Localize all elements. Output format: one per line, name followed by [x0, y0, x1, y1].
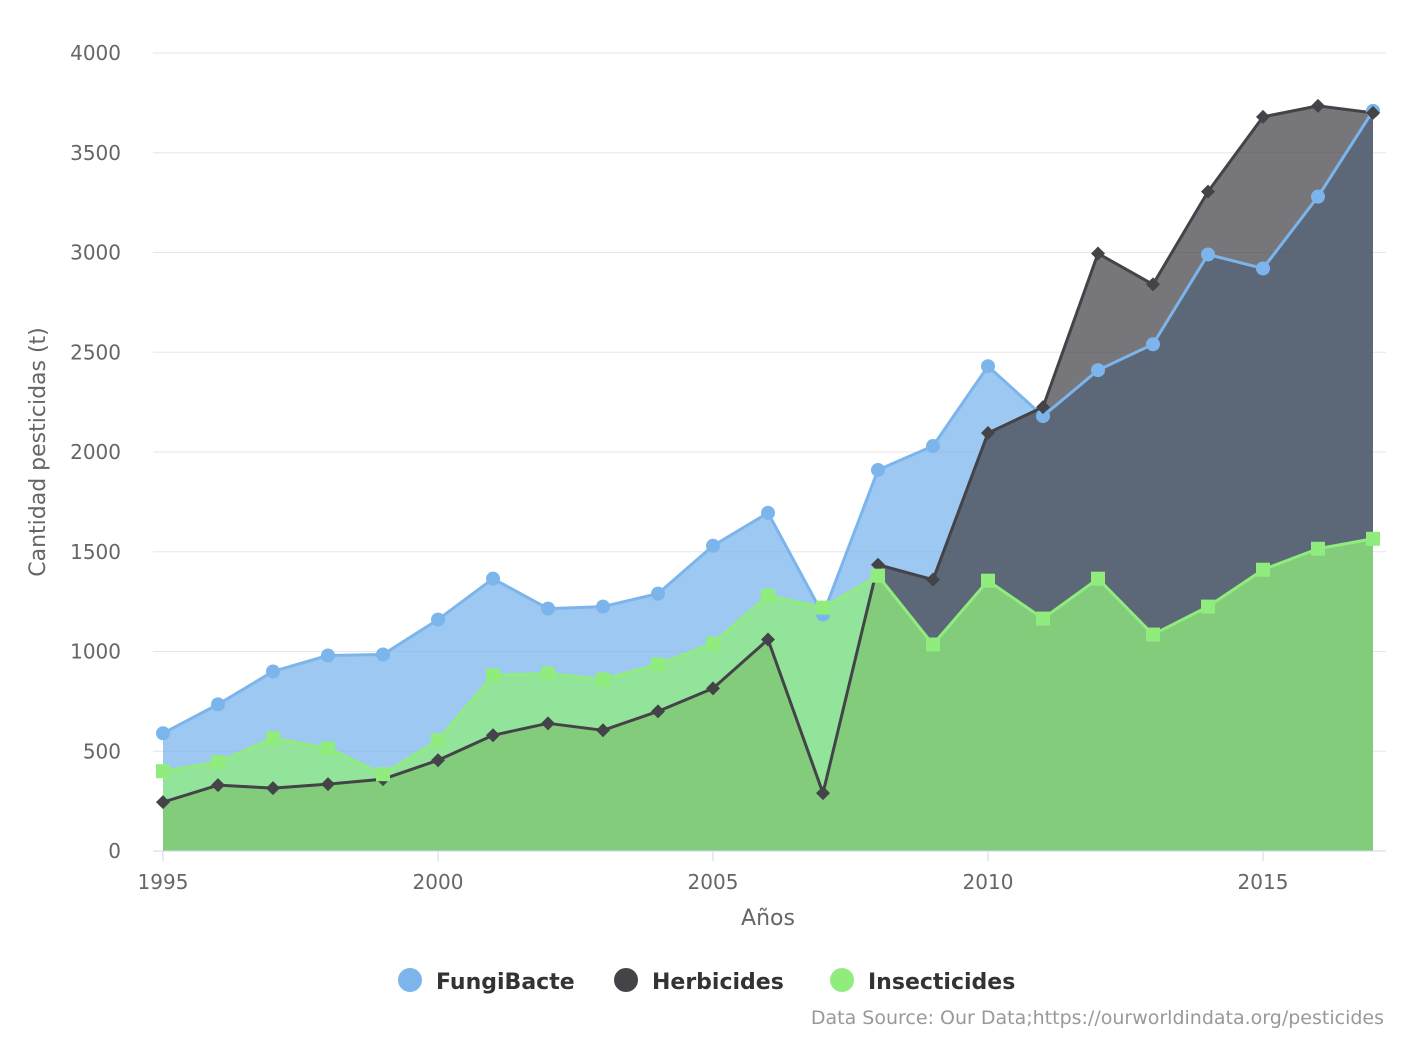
y-tick-label: 2500: [70, 340, 121, 364]
point-insecticides: [1311, 541, 1325, 556]
point-insecticides: [761, 588, 775, 603]
point-herbicides: [706, 681, 720, 696]
point-fungibacte: [1146, 337, 1160, 352]
point-fungibacte: [706, 538, 720, 553]
point-insecticides: [376, 767, 390, 782]
point-herbicides: [761, 632, 775, 647]
point-herbicides: [541, 716, 555, 731]
x-tick-label: 2005: [688, 870, 739, 894]
credits[interactable]: Data Source: Our Data;https://ourworldin…: [811, 1007, 1384, 1029]
x-tick-label: 1995: [138, 870, 189, 894]
point-herbicides: [596, 723, 610, 738]
point-fungibacte: [596, 599, 610, 614]
point-insecticides: [431, 733, 445, 748]
point-insecticides: [1036, 611, 1050, 626]
point-fungibacte: [1036, 409, 1050, 424]
x-tick-label: 2010: [963, 870, 1014, 894]
point-fungibacte: [321, 648, 335, 663]
point-insecticides: [596, 672, 610, 687]
point-fungibacte: [651, 586, 665, 601]
point-herbicides: [1201, 184, 1215, 199]
point-insecticides: [211, 755, 225, 770]
point-fungibacte: [1311, 189, 1325, 204]
legend-label: FungiBacte: [436, 970, 575, 995]
point-insecticides: [1146, 627, 1160, 642]
y-tick-label: 3000: [70, 241, 121, 265]
legend-label: Herbicides: [652, 970, 784, 995]
legend-item-herbicides[interactable]: Herbicides: [614, 968, 784, 995]
axes: 0 500 1000 1500 2000 2500 3000 3500 4000 1995 2000…: [70, 41, 1386, 894]
point-insecticides: [651, 657, 665, 672]
point-herbicides: [1091, 246, 1105, 261]
point-insecticides: [706, 636, 720, 651]
area-insecticides: [163, 538, 1373, 851]
y-axis-title: Cantidad pesticidas (t): [26, 327, 51, 577]
x-axis-title: Años: [741, 906, 795, 931]
point-insecticides: [871, 568, 885, 583]
point-herbicides: [211, 778, 225, 793]
point-insecticides: [1366, 531, 1380, 546]
legend-item-insecticides[interactable]: Insecticides: [830, 968, 1015, 995]
point-insecticides: [816, 600, 830, 615]
point-fungibacte: [156, 726, 170, 741]
legend-symbol: [398, 968, 422, 992]
point-herbicides: [1311, 98, 1325, 113]
x-tick-label: 2015: [1238, 870, 1289, 894]
point-fungibacte: [871, 462, 885, 477]
legend-symbol: [830, 968, 854, 992]
point-herbicides: [1036, 400, 1050, 415]
series-markers: [156, 98, 1380, 810]
legend-symbol: [614, 968, 638, 992]
series-areas: [163, 105, 1373, 852]
point-herbicides: [981, 426, 995, 441]
point-fungibacte: [1256, 261, 1270, 276]
point-fungibacte: [1201, 247, 1215, 262]
y-tick-label: 3500: [70, 141, 121, 165]
point-fungibacte: [1091, 363, 1105, 378]
point-fungibacte: [431, 612, 445, 627]
point-insecticides: [321, 741, 335, 756]
y-tick-label: 4000: [70, 41, 121, 65]
point-insecticides: [541, 666, 555, 681]
point-herbicides: [431, 753, 445, 768]
point-herbicides: [1256, 109, 1270, 124]
point-insecticides: [926, 637, 940, 652]
y-tick-label: 1500: [70, 540, 121, 564]
point-insecticides: [1201, 599, 1215, 614]
x-tick-label: 2000: [413, 870, 464, 894]
legend-item-fungibacte[interactable]: FungiBacte: [398, 968, 575, 995]
point-fungibacte: [926, 439, 940, 454]
y-tick-label: 1000: [70, 640, 121, 664]
point-herbicides: [1366, 105, 1380, 120]
point-herbicides: [1146, 277, 1160, 292]
point-insecticides: [1091, 571, 1105, 586]
point-herbicides: [871, 557, 885, 572]
point-herbicides: [486, 728, 500, 743]
point-fungibacte: [211, 697, 225, 712]
point-insecticides: [981, 573, 995, 588]
point-insecticides: [156, 764, 170, 779]
point-herbicides: [816, 786, 830, 801]
point-herbicides: [926, 572, 940, 587]
point-insecticides: [266, 731, 280, 746]
point-fungibacte: [541, 601, 555, 616]
point-herbicides: [321, 777, 335, 792]
point-fungibacte: [266, 664, 280, 679]
point-herbicides: [651, 704, 665, 719]
point-fungibacte: [486, 571, 500, 586]
point-fungibacte: [761, 505, 775, 520]
point-herbicides: [266, 781, 280, 796]
point-fungibacte: [376, 647, 390, 662]
y-tick-label: 500: [83, 739, 121, 763]
y-tick-label: 2000: [70, 440, 121, 464]
point-insecticides: [486, 668, 500, 683]
point-fungibacte: [981, 359, 995, 374]
legend[interactable]: FungiBacte Herbicides Insecticides: [398, 968, 1015, 995]
y-tick-label: 0: [108, 839, 121, 863]
point-herbicides: [156, 795, 170, 810]
legend-label: Insecticides: [868, 970, 1015, 995]
point-insecticides: [1256, 562, 1270, 577]
